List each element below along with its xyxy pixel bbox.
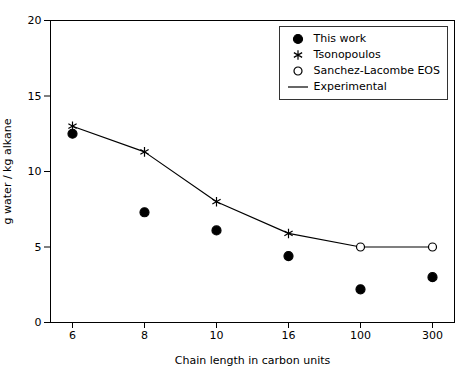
svg-text:20: 20 xyxy=(28,14,42,27)
svg-text:10: 10 xyxy=(28,165,42,178)
html-text:Tsonopoulos: Tsonopoulos xyxy=(313,48,381,61)
svg-text:Chain length in carbon units: Chain length in carbon units xyxy=(175,354,331,366)
svg-text:100: 100 xyxy=(350,329,371,342)
html-text:Experimental: Experimental xyxy=(313,80,387,93)
svg-text:0: 0 xyxy=(35,316,42,329)
html-text:Sanchez-Lacombe EOS: Sanchez-Lacombe EOS xyxy=(313,64,440,77)
svg-text:5: 5 xyxy=(35,241,42,254)
svg-text:300: 300 xyxy=(422,329,443,342)
svg-text:16: 16 xyxy=(282,329,296,342)
svg-text:8: 8 xyxy=(141,329,148,342)
svg-text:6: 6 xyxy=(69,329,76,342)
svg-text:g water / kg alkane: g water / kg alkane xyxy=(1,118,14,224)
svg-text:15: 15 xyxy=(28,90,42,103)
svg-text:10: 10 xyxy=(210,329,224,342)
html-text:This work: This work xyxy=(313,32,367,45)
